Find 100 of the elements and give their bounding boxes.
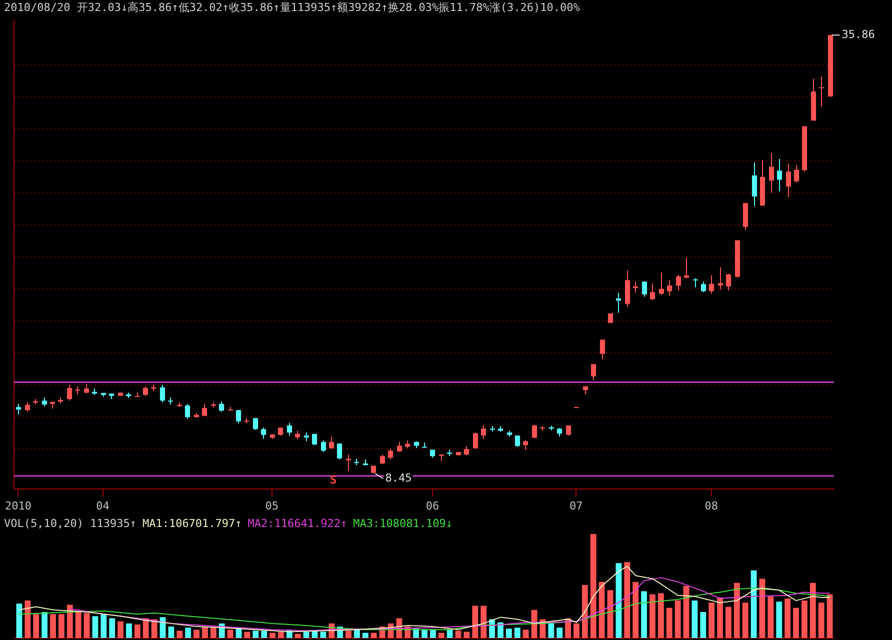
bar bbox=[616, 563, 622, 638]
bar bbox=[176, 630, 183, 638]
candlestick bbox=[346, 454, 352, 472]
bar bbox=[118, 621, 124, 638]
bar bbox=[742, 602, 748, 638]
bar bbox=[692, 600, 698, 638]
candlestick bbox=[396, 441, 402, 452]
bar bbox=[734, 582, 740, 638]
bar bbox=[708, 602, 715, 638]
bar bbox=[726, 606, 732, 638]
bar bbox=[244, 632, 250, 638]
x-tick-label: 06 bbox=[426, 499, 440, 512]
bar bbox=[556, 628, 563, 638]
bar bbox=[75, 612, 82, 638]
candlestick bbox=[320, 440, 326, 452]
candlestick bbox=[700, 281, 706, 293]
bar bbox=[826, 594, 833, 638]
candlestick bbox=[328, 436, 334, 450]
bar bbox=[498, 622, 504, 638]
candlestick bbox=[666, 280, 672, 296]
candlestick bbox=[742, 202, 748, 231]
bar bbox=[370, 632, 377, 638]
bar bbox=[641, 591, 647, 638]
bar bbox=[472, 606, 478, 638]
bar bbox=[674, 600, 681, 638]
candlestick bbox=[522, 440, 528, 450]
bar bbox=[522, 630, 529, 638]
candlestick bbox=[202, 403, 208, 416]
candlestick bbox=[480, 424, 486, 440]
candlestick bbox=[590, 364, 596, 380]
bar bbox=[362, 632, 368, 638]
bar bbox=[24, 600, 31, 638]
candlestick bbox=[768, 152, 774, 194]
x-tick-label: 05 bbox=[265, 499, 278, 512]
bar bbox=[514, 628, 520, 638]
bar bbox=[50, 614, 56, 638]
bar bbox=[134, 624, 140, 638]
bar bbox=[624, 562, 630, 638]
bar bbox=[438, 632, 444, 638]
candlestick bbox=[218, 400, 224, 412]
bar bbox=[574, 623, 580, 638]
candlestick bbox=[658, 272, 664, 296]
bar bbox=[784, 598, 791, 638]
bar bbox=[632, 582, 639, 638]
candlestick bbox=[818, 76, 824, 108]
bar bbox=[700, 612, 706, 638]
bar bbox=[598, 582, 605, 638]
candlestick bbox=[142, 386, 148, 396]
candlestick bbox=[16, 403, 22, 416]
candlestick bbox=[464, 446, 470, 456]
candlestick bbox=[786, 163, 792, 198]
bar bbox=[126, 623, 132, 638]
bar bbox=[202, 626, 208, 638]
bar bbox=[810, 582, 816, 638]
bar bbox=[666, 608, 672, 638]
bar bbox=[430, 630, 436, 638]
x-tick-label: 07 bbox=[570, 499, 583, 512]
bar bbox=[33, 614, 40, 638]
bar bbox=[278, 632, 284, 638]
candlestick bbox=[532, 424, 538, 439]
candlestick bbox=[708, 274, 714, 294]
candlestick bbox=[380, 454, 386, 465]
candlestick bbox=[642, 281, 648, 298]
candlestick bbox=[632, 281, 638, 294]
bar bbox=[109, 618, 116, 638]
bar bbox=[270, 632, 276, 638]
bar bbox=[548, 623, 554, 638]
bar bbox=[422, 630, 428, 638]
bar bbox=[793, 608, 799, 638]
bar bbox=[194, 630, 200, 638]
candlestick bbox=[388, 448, 394, 460]
candlestick bbox=[236, 410, 242, 424]
bar bbox=[185, 628, 192, 638]
candlestick bbox=[718, 266, 724, 290]
text: MA3:108081.109↓ bbox=[353, 517, 452, 530]
annotation: S bbox=[330, 474, 337, 487]
candlestick bbox=[252, 418, 258, 430]
bar bbox=[42, 612, 48, 638]
bar bbox=[801, 600, 808, 638]
bar bbox=[818, 602, 824, 638]
bar bbox=[650, 594, 656, 638]
bar bbox=[210, 628, 216, 638]
bar bbox=[84, 613, 90, 638]
bar bbox=[776, 602, 782, 638]
candlestick bbox=[24, 402, 30, 412]
candlestick bbox=[794, 164, 800, 184]
bar bbox=[759, 578, 766, 638]
bar bbox=[168, 626, 174, 638]
bar bbox=[294, 634, 301, 638]
bar bbox=[582, 584, 588, 638]
candlestick bbox=[184, 403, 190, 420]
candlestick bbox=[752, 162, 758, 207]
candlestick bbox=[66, 384, 72, 402]
x-tick-label: 04 bbox=[96, 499, 110, 512]
candlestick bbox=[514, 435, 520, 448]
chart-title: VOL(5,10,20) 113935↑ bbox=[4, 517, 136, 530]
candlestick bbox=[600, 339, 606, 360]
candlestick bbox=[776, 158, 782, 192]
candlestick bbox=[286, 422, 292, 436]
bar bbox=[446, 630, 453, 638]
